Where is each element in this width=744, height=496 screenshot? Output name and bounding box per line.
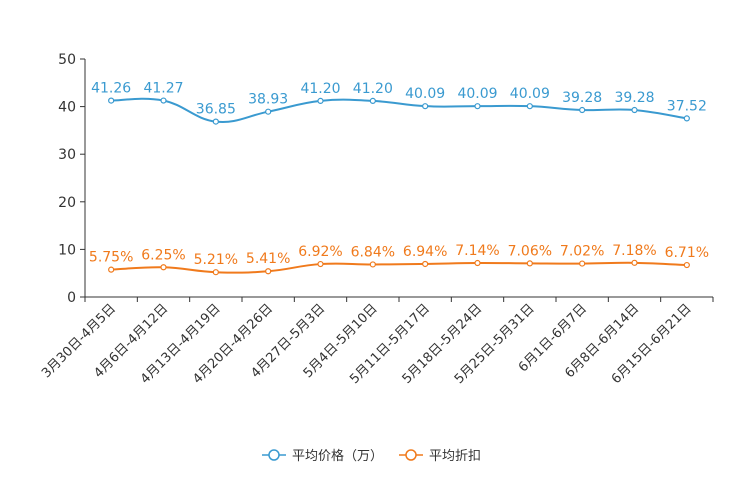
legend-item-2[interactable]: 平均折扣 bbox=[399, 449, 481, 464]
data-label: 5.75% bbox=[89, 250, 133, 266]
data-label: 7.14% bbox=[455, 243, 499, 259]
series-line bbox=[111, 97, 687, 123]
y-axis: 0 10 20 30 40 50 bbox=[58, 52, 86, 306]
data-point[interactable] bbox=[683, 261, 690, 269]
data-label: 41.27 bbox=[143, 81, 183, 97]
data-label: 41.20 bbox=[353, 81, 393, 97]
legend[interactable]: 平均价格（万） 平均折扣 bbox=[262, 448, 481, 464]
data-label: 7.18% bbox=[612, 243, 656, 259]
data-label: 37.52 bbox=[667, 98, 707, 114]
data-point[interactable] bbox=[265, 108, 272, 115]
data-point[interactable] bbox=[369, 261, 376, 268]
data-label: 41.20 bbox=[300, 81, 340, 97]
data-label: 36.85 bbox=[196, 102, 236, 118]
data-label: 5.21% bbox=[194, 252, 238, 268]
series-line bbox=[111, 261, 687, 274]
legend-label: 平均折扣 bbox=[429, 449, 481, 464]
data-point[interactable] bbox=[474, 259, 481, 267]
data-label: 40.09 bbox=[405, 86, 445, 102]
data-label: 6.84% bbox=[351, 244, 395, 260]
data-point[interactable] bbox=[526, 103, 533, 110]
data-point[interactable] bbox=[631, 259, 638, 266]
data-point[interactable] bbox=[422, 103, 429, 110]
data-point[interactable] bbox=[108, 97, 115, 104]
data-point[interactable] bbox=[579, 260, 586, 267]
data-point[interactable] bbox=[212, 118, 219, 125]
data-label: 40.09 bbox=[510, 86, 550, 102]
data-label: 7.02% bbox=[560, 244, 604, 260]
data-point[interactable] bbox=[631, 106, 638, 114]
data-point[interactable] bbox=[317, 97, 324, 104]
data-point[interactable] bbox=[108, 266, 115, 273]
data-point[interactable] bbox=[212, 269, 219, 276]
data-label: 6.92% bbox=[298, 244, 342, 260]
data-point[interactable] bbox=[422, 260, 429, 268]
legend-item-1[interactable]: 平均价格（万） bbox=[262, 448, 383, 464]
data-point[interactable] bbox=[474, 103, 481, 110]
data-point[interactable] bbox=[317, 260, 324, 268]
data-point[interactable] bbox=[160, 264, 167, 271]
y-tick-label: 10 bbox=[58, 242, 76, 258]
y-tick-label: 30 bbox=[58, 147, 76, 163]
data-label: 39.28 bbox=[614, 90, 654, 106]
data-label: 38.93 bbox=[248, 92, 288, 108]
y-tick-label: 50 bbox=[58, 52, 76, 68]
data-label: 40.09 bbox=[457, 86, 497, 102]
legend-label: 平均价格（万） bbox=[292, 448, 383, 464]
series-1: 41.26 41.27 36.85 38.93 41.20 41.20 40.09 40.09… bbox=[91, 81, 707, 125]
data-label: 6.94% bbox=[403, 244, 447, 260]
series-2: 5.75% 6.25% 5.21% 5.41% 6.92% 6.84% 6.94% 7.14%… bbox=[89, 243, 709, 276]
data-point[interactable] bbox=[160, 97, 167, 104]
series-layer: 41.26 41.27 36.85 38.93 41.20 41.20 40.09 40.09… bbox=[89, 81, 709, 276]
data-label: 7.06% bbox=[508, 243, 552, 259]
data-point[interactable] bbox=[369, 97, 376, 104]
legend-marker-icon bbox=[405, 449, 417, 461]
y-tick-label: 20 bbox=[58, 195, 76, 211]
data-point[interactable] bbox=[683, 115, 690, 122]
data-label: 6.71% bbox=[665, 245, 709, 261]
data-label: 6.25% bbox=[141, 247, 185, 263]
data-point[interactable] bbox=[526, 260, 533, 267]
y-tick-label: 40 bbox=[58, 100, 76, 116]
y-tick-label: 0 bbox=[67, 290, 76, 306]
legend-marker-icon bbox=[268, 449, 280, 461]
x-axis: 3月30日-4月5日4月6日-4月12日4月13日-4月19日4月20日-4月2… bbox=[39, 296, 714, 387]
data-label: 41.26 bbox=[91, 81, 131, 97]
data-label: 5.41% bbox=[246, 251, 290, 267]
data-label: 39.28 bbox=[562, 90, 602, 106]
data-point[interactable] bbox=[579, 106, 586, 114]
data-point[interactable] bbox=[265, 268, 272, 275]
